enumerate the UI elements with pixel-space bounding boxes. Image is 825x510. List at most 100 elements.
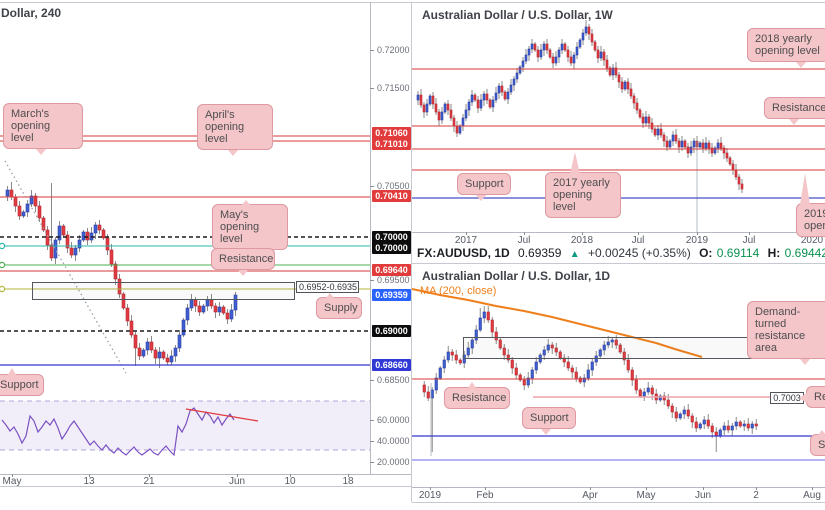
price-axis-label: 0.70500 (377, 181, 410, 191)
axis-tick (524, 232, 525, 235)
axis-tick (646, 487, 647, 490)
weekly-time-axis-line[interactable] (412, 232, 825, 233)
callout-pointer (238, 270, 248, 276)
ticker-open-label: O: (699, 246, 713, 260)
callout-2019-yearly-opening-level[interactable]: 2019 yearly opening level (796, 173, 825, 237)
time-axis-label: 2 (753, 490, 759, 501)
callout-resistance[interactable]: Resistance (211, 248, 275, 276)
time-axis-label: 2018 (570, 235, 594, 246)
time-axis-label: 2017 (454, 235, 478, 246)
callout-pointer (7, 368, 17, 376)
candles-audusd-1d[interactable] (422, 306, 758, 452)
axis-tick (582, 232, 583, 235)
price-level-badge: 0.68660 (372, 359, 411, 371)
candles-audusd-240[interactable] (5, 182, 238, 368)
callout-pointer (789, 119, 799, 125)
price-level-badge: 0.69640 (372, 264, 411, 276)
callout-pointer (796, 62, 806, 68)
axis-tick (370, 420, 374, 421)
ticker-open-value: 0.69114 (716, 246, 760, 260)
ticker-last-price: 0.69359 (518, 246, 562, 260)
callout-march-s-opening-level[interactable]: March's opening level (3, 103, 83, 155)
line-handle[interactable] (0, 285, 6, 293)
callout-2017-yearly-opening-level[interactable]: 2017 yearly opening level (545, 152, 621, 218)
left-price-axis-line[interactable] (370, 2, 371, 475)
price-level-label[interactable]: 0.7003 (770, 392, 804, 404)
left-time-axis-line[interactable] (0, 474, 411, 475)
time-axis-label: Jun (694, 490, 712, 501)
callout-resistance[interactable]: Resistance (799, 386, 825, 408)
axis-tick (370, 50, 374, 51)
time-axis-label: 2019 (418, 490, 442, 501)
callout-support[interactable]: Support (810, 430, 825, 456)
top-border (0, 2, 825, 3)
price-axis-label: 0.71500 (377, 83, 410, 93)
price-axis-label: 0.72000 (377, 45, 410, 55)
callout-supply[interactable]: Supply (316, 293, 362, 319)
time-axis-label: 21 (143, 476, 155, 487)
price-level-badge: 0.70000 (372, 231, 411, 243)
time-axis-label: Jun (228, 476, 246, 487)
callout-pointer (467, 382, 477, 389)
time-axis-label: Jul (517, 235, 531, 246)
time-axis-label: 18 (342, 476, 354, 487)
axis-tick (430, 487, 431, 490)
price-axis-label: 20.0000 (377, 457, 410, 467)
axis-tick (756, 487, 757, 490)
axis-tick (370, 186, 374, 187)
line-handle[interactable] (0, 242, 6, 250)
callout-resistance[interactable]: Resistance (764, 97, 825, 125)
time-axis-label: Apr (582, 490, 598, 501)
price-level-badge: 0.70410 (372, 190, 411, 202)
time-axis-label: May (2, 476, 22, 487)
demand-zone-box[interactable] (463, 337, 770, 359)
callout-resistance[interactable]: Resistance (444, 382, 510, 409)
callout-support[interactable]: Support (0, 368, 44, 396)
time-axis-label: Aug (803, 490, 821, 501)
supply-zone-box[interactable] (32, 282, 295, 300)
line-handle[interactable] (0, 261, 6, 269)
time-axis-label: Jul (631, 235, 645, 246)
axis-tick (370, 462, 374, 463)
callout-2018-yearly-opening-level[interactable]: 2018 yearly opening level (747, 28, 825, 68)
callout-pointer (800, 173, 810, 205)
panel-title-1w: Australian Dollar / U.S. Dollar, 1W (422, 8, 613, 22)
daily-panel-bottom-border (412, 502, 825, 503)
axis-tick (638, 232, 639, 235)
ticker-change: +0.00245 (+0.35%) (588, 246, 691, 260)
supply-range-label[interactable]: 0.6952-0.6935 (296, 281, 359, 293)
panel-title-1d: Australian Dollar / U.S. Dollar, 1D (422, 269, 611, 283)
axis-tick (370, 280, 374, 281)
ticker-symbol[interactable]: FX:AUDUSD, 1D (417, 246, 510, 260)
price-level-badge: 0.69359 (372, 289, 411, 301)
callout-pointer (476, 195, 486, 201)
time-axis-label: Feb (476, 490, 494, 501)
dotted-trendline[interactable] (4, 160, 127, 374)
callout-demand-turned-resistance-area[interactable]: Demand-turned resistance area (747, 301, 825, 365)
time-axis-label: 13 (83, 476, 95, 487)
callout-pointer (800, 359, 810, 365)
axis-tick (466, 232, 467, 235)
candles-audusd-1w[interactable] (416, 20, 744, 193)
callout-support[interactable]: Support (457, 173, 511, 201)
rsi-trendline[interactable] (185, 408, 259, 422)
axis-tick (703, 487, 704, 490)
time-axis-label: 2019 (685, 235, 709, 246)
callout-april-s-opening-level[interactable]: April's opening level (197, 104, 273, 156)
callout-may-s-opening-level[interactable]: May's opening level (212, 200, 288, 250)
callout-pointer (570, 152, 580, 174)
symbol-info-bar[interactable]: FX:AUDUSD, 1D 0.69359 ▲ +0.00245 (+0.35%… (412, 244, 825, 263)
axis-tick (348, 474, 349, 477)
axis-tick (697, 232, 698, 235)
ticker-high-label: H: (767, 246, 781, 260)
callout-support[interactable]: Support (522, 407, 576, 435)
ma-200-line (411, 288, 703, 358)
axis-tick (149, 474, 150, 477)
panel-divider-vertical (411, 2, 412, 502)
daily-time-axis-line[interactable] (412, 487, 825, 488)
axis-tick (290, 474, 291, 477)
time-axis-label: May (636, 490, 656, 501)
axis-tick (370, 441, 374, 442)
